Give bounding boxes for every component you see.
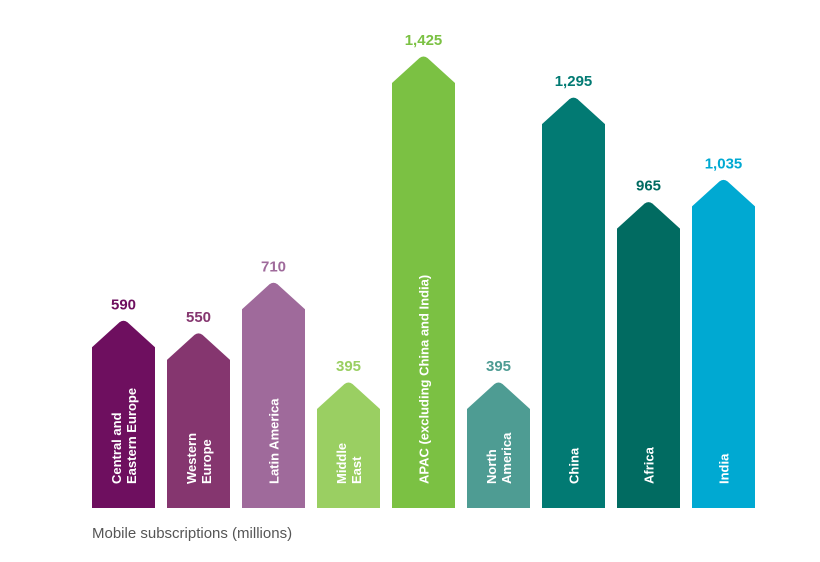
- category-label-0: Central andEastern Europe: [109, 388, 139, 484]
- category-label-8: India: [717, 453, 732, 484]
- category-label-4: APAC (excluding China and India): [417, 275, 432, 484]
- bar-7: [617, 202, 680, 508]
- bar-5: [467, 382, 530, 508]
- value-label-7: 965: [636, 178, 661, 195]
- category-label-1: WesternEurope: [184, 433, 214, 484]
- bar-2: [242, 282, 305, 508]
- bar-6: [542, 97, 605, 508]
- value-label-5: 395: [486, 358, 511, 375]
- category-label-7: Africa: [642, 446, 657, 484]
- category-label-6: China: [567, 447, 582, 484]
- value-label-2: 710: [261, 258, 286, 275]
- value-label-8: 1,035: [705, 155, 743, 172]
- bar-4: [392, 56, 455, 508]
- bar-8: [692, 179, 755, 508]
- category-label-2: Latin America: [267, 398, 282, 484]
- value-label-1: 550: [186, 309, 211, 326]
- bar-1: [167, 333, 230, 508]
- value-label-4: 1,425: [405, 32, 443, 49]
- category-label-5: NorthAmerica: [484, 432, 514, 484]
- value-label-0: 590: [111, 296, 136, 313]
- value-label-6: 1,295: [555, 73, 593, 90]
- bar-0: [92, 320, 155, 508]
- value-label-3: 395: [336, 358, 361, 375]
- x-axis-label: Mobile subscriptions (millions): [92, 525, 293, 542]
- category-label-3: MiddleEast: [334, 443, 364, 484]
- bar-3: [317, 382, 380, 508]
